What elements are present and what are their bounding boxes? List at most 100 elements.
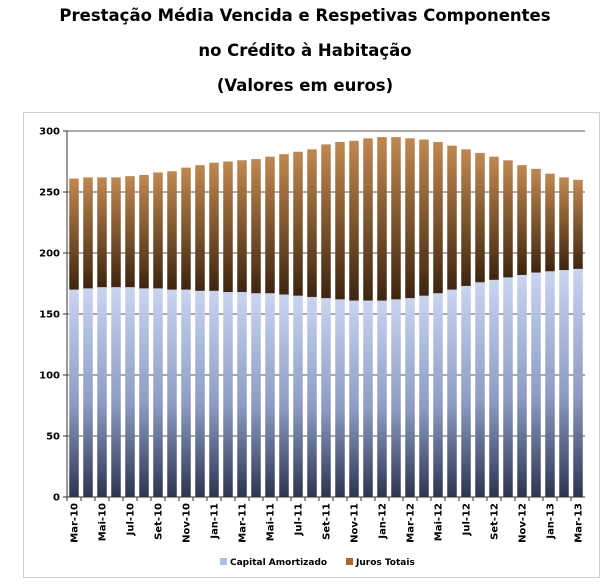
bar-juros-totais (181, 167, 191, 290)
chart-frame: 0 50 100 150 200 250 300 Mar-10 Mai-10 Jul-10 Set-… (23, 112, 600, 578)
bar-capital-amortizado (279, 294, 289, 497)
x-tick-label: Jan-11 (210, 503, 221, 540)
bar-capital-amortizado (475, 282, 485, 497)
x-tick-label: Mai-12 (434, 503, 445, 541)
y-tick-label: 200 (39, 249, 60, 260)
x-tick-label: Nov-12 (518, 503, 529, 543)
bar-juros-totais (125, 176, 135, 288)
bar-juros-totais (167, 171, 177, 290)
x-tick-label: Mar-10 (70, 503, 81, 543)
bar-capital-amortizado (489, 279, 499, 497)
bar-juros-totais (419, 139, 429, 296)
bar-capital-amortizado (573, 268, 583, 497)
bar-juros-totais (279, 154, 289, 295)
bar-juros-totais (265, 156, 275, 294)
legend-swatch (220, 558, 227, 565)
bar-capital-amortizado (111, 287, 121, 497)
bar-juros-totais (545, 173, 555, 272)
bar-capital-amortizado (139, 288, 149, 497)
bar-capital-amortizado (503, 277, 513, 497)
bar-capital-amortizado (545, 271, 555, 497)
bar-juros-totais (349, 140, 359, 301)
bar-capital-amortizado (377, 300, 387, 497)
stacked-bar-chart: 0 50 100 150 200 250 300 Mar-10 Mai-10 Jul-10 Set-… (39, 127, 585, 568)
bar-juros-totais (573, 179, 583, 269)
chart-title-line-1: Prestação Média Vencida e Respetivas Com… (59, 6, 551, 25)
x-tick-label: Nov-11 (350, 503, 361, 543)
y-tick-label: 300 (39, 127, 60, 138)
x-tick-label: Mar-11 (238, 503, 249, 543)
bar-capital-amortizado (125, 287, 135, 497)
x-tick-label: Set-11 (322, 503, 333, 540)
x-tick-label: Mar-13 (574, 503, 585, 543)
bar-juros-totais (139, 174, 149, 289)
bar-capital-amortizado (517, 274, 527, 497)
bar-capital-amortizado (153, 288, 163, 497)
x-tick-label: Jul-12 (462, 503, 473, 536)
legend-swatch (346, 558, 353, 565)
bar-capital-amortizado (321, 298, 331, 497)
bar-juros-totais (153, 172, 163, 289)
y-tick-label: 0 (53, 493, 60, 504)
bar-juros-totais (531, 168, 541, 273)
bar-capital-amortizado (349, 300, 359, 497)
bar-juros-totais (111, 177, 121, 288)
bar-juros-totais (237, 160, 247, 293)
x-tick-label: Jul-11 (294, 503, 305, 536)
bar-juros-totais (83, 177, 93, 289)
bar-capital-amortizado (195, 290, 205, 497)
bar-juros-totais (195, 165, 205, 291)
y-tick-label: 250 (39, 188, 60, 199)
legend-label: Capital Amortizado (230, 558, 327, 568)
bar-juros-totais (447, 145, 457, 290)
bar-juros-totais (377, 137, 387, 301)
bar-juros-totais (559, 177, 569, 271)
bar-juros-totais (307, 149, 317, 297)
x-tick-label: Mai-11 (266, 503, 277, 541)
bar-capital-amortizado (97, 287, 107, 497)
bar-capital-amortizado (405, 298, 415, 497)
bar-capital-amortizado (209, 290, 219, 497)
bar-juros-totais (251, 159, 261, 294)
legend-label: Juros Totais (355, 558, 415, 568)
bar-capital-amortizado (363, 300, 373, 497)
bar-juros-totais (475, 152, 485, 283)
chart-title-line-3: (Valores em euros) (216, 76, 394, 95)
bar-juros-totais (433, 141, 443, 294)
bar-capital-amortizado (167, 289, 177, 497)
x-tick-label: Jan-12 (378, 503, 389, 540)
bar-juros-totais (69, 178, 79, 290)
bar-juros-totais (363, 138, 373, 301)
bar-juros-totais (209, 162, 219, 291)
bar-juros-totais (391, 137, 401, 300)
bar-juros-totais (335, 141, 345, 300)
bar-juros-totais (321, 144, 331, 299)
bar-juros-totais (517, 165, 527, 275)
bar-capital-amortizado (69, 289, 79, 497)
bar-juros-totais (503, 160, 513, 278)
bar-capital-amortizado (335, 299, 345, 497)
x-tick-label: Set-12 (490, 503, 501, 540)
x-tick-label: Mar-12 (406, 503, 417, 543)
bar-capital-amortizado (293, 295, 303, 497)
bar-juros-totais (97, 177, 107, 288)
bar-capital-amortizado (251, 293, 261, 497)
bar-juros-totais (405, 138, 415, 299)
bar-juros-totais (489, 156, 499, 280)
bar-capital-amortizado (447, 289, 457, 497)
x-tick-label: Nov-10 (182, 503, 193, 543)
bar-capital-amortizado (265, 293, 275, 497)
bar-capital-amortizado (559, 270, 569, 497)
bar-juros-totais (293, 151, 303, 296)
x-tick-label: Jan-13 (546, 503, 557, 540)
x-tick-label: Jul-10 (126, 503, 137, 536)
x-tick-label: Mai-10 (98, 503, 109, 541)
y-tick-label: 100 (39, 371, 60, 382)
bar-capital-amortizado (237, 292, 247, 497)
bar-juros-totais (461, 149, 471, 286)
x-tick-label: Set-10 (154, 503, 165, 540)
bar-capital-amortizado (461, 285, 471, 497)
chart-title-line-2: no Crédito à Habitação (198, 41, 412, 60)
y-tick-label: 150 (39, 310, 60, 321)
bar-juros-totais (223, 161, 233, 293)
